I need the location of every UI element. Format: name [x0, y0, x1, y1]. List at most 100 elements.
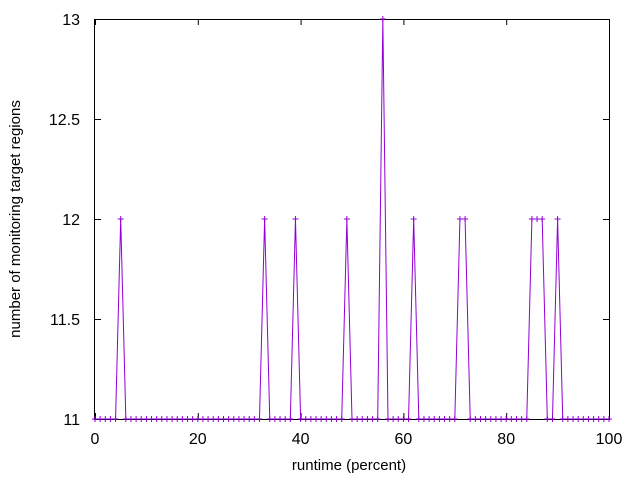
- data-point-marker: [127, 416, 134, 422]
- data-point-marker: [549, 416, 556, 422]
- data-point-marker: [554, 216, 561, 222]
- data-point-marker: [210, 416, 217, 422]
- data-point-marker: [369, 416, 376, 422]
- y-tick-label: 13: [62, 12, 80, 29]
- data-point-marker: [570, 416, 577, 422]
- data-point-marker: [523, 416, 530, 422]
- data-point-marker: [194, 416, 201, 422]
- data-point-marker: [97, 416, 104, 422]
- x-tick-label: 60: [395, 431, 413, 448]
- data-point-marker: [297, 416, 304, 422]
- data-point-marker: [338, 416, 345, 422]
- x-tick-label: 40: [292, 431, 310, 448]
- data-point-marker: [138, 416, 145, 422]
- data-point-marker: [143, 416, 150, 422]
- data-point-marker: [333, 416, 340, 422]
- data-point-marker: [354, 416, 361, 422]
- data-point-marker: [384, 416, 391, 422]
- data-point-marker: [518, 416, 525, 422]
- data-point-marker: [436, 416, 443, 422]
- data-point-marker: [564, 416, 571, 422]
- data-point-marker: [410, 216, 417, 222]
- data-point-marker: [133, 416, 140, 422]
- data-point-marker: [395, 416, 402, 422]
- data-point-marker: [153, 416, 160, 422]
- data-point-marker: [117, 216, 124, 222]
- data-point-marker: [318, 416, 325, 422]
- data-point-marker: [205, 416, 212, 422]
- data-point-marker: [220, 416, 227, 422]
- x-tick-label: 0: [91, 431, 100, 448]
- data-point-marker: [415, 416, 422, 422]
- data-point-marker: [374, 416, 381, 422]
- data-point-marker: [600, 416, 607, 422]
- data-point-marker: [606, 416, 612, 422]
- y-tick-label: 11.5: [50, 312, 80, 329]
- data-point-marker: [102, 416, 109, 422]
- data-point-marker: [169, 416, 176, 422]
- y-tick-label: 11: [63, 412, 80, 429]
- data-point-marker: [359, 416, 366, 422]
- y-tick-label: 12: [62, 212, 80, 229]
- data-point-marker: [451, 416, 458, 422]
- data-point-marker: [390, 416, 397, 422]
- data-point-marker: [158, 416, 165, 422]
- data-point-marker: [508, 416, 515, 422]
- data-point-marker: [107, 416, 114, 422]
- data-point-marker: [277, 416, 284, 422]
- data-point-marker: [179, 416, 186, 422]
- data-point-marker: [323, 416, 330, 422]
- data-point-marker: [313, 416, 320, 422]
- x-axis-ticks: 0 20 40 60 80 100: [91, 19, 622, 448]
- data-point-marker: [405, 416, 412, 422]
- series-layer: [92, 16, 612, 422]
- data-point-marker: [462, 216, 469, 222]
- data-point-marker: [189, 416, 196, 422]
- data-point-marker: [174, 416, 181, 422]
- data-point-marker: [235, 416, 242, 422]
- data-point-marker: [246, 416, 253, 422]
- data-point-marker: [148, 416, 155, 422]
- data-point-marker: [503, 416, 510, 422]
- data-point-marker: [112, 416, 119, 422]
- data-point-marker: [539, 216, 546, 222]
- y-axis-label: number of monitoring target regions: [7, 100, 24, 338]
- data-point-marker: [575, 416, 582, 422]
- data-point-marker: [456, 216, 463, 222]
- data-point-marker: [184, 416, 191, 422]
- data-point-marker: [199, 416, 206, 422]
- data-point-marker: [441, 416, 448, 422]
- data-point-marker: [431, 416, 438, 422]
- data-point-marker: [595, 416, 602, 422]
- data-point-marker: [261, 216, 268, 222]
- data-point-marker: [544, 416, 551, 422]
- data-point-marker: [580, 416, 587, 422]
- data-point-marker: [364, 416, 371, 422]
- data-point-marker: [292, 216, 299, 222]
- data-point-marker: [477, 416, 484, 422]
- data-point-marker: [498, 416, 505, 422]
- data-point-marker: [585, 416, 592, 422]
- data-point-marker: [472, 416, 479, 422]
- data-point-marker: [349, 416, 355, 422]
- data-point-marker: [287, 416, 294, 422]
- data-point-marker: [230, 416, 237, 422]
- data-point-marker: [225, 416, 232, 422]
- data-point-marker: [282, 416, 289, 422]
- data-point-marker: [92, 416, 98, 422]
- data-point-marker: [487, 416, 494, 422]
- x-tick-label: 20: [189, 431, 207, 448]
- data-point-marker: [482, 416, 489, 422]
- data-point-marker: [163, 416, 170, 422]
- x-tick-label: 80: [497, 431, 515, 448]
- data-point-marker: [590, 416, 597, 422]
- data-point-marker: [271, 416, 278, 422]
- data-point-marker: [307, 416, 314, 422]
- data-point-marker: [256, 416, 263, 422]
- data-point-marker: [343, 216, 350, 222]
- y-tick-label: 12.5: [49, 112, 80, 129]
- y-axis-ticks: 11 11.5 12 12.5 13: [49, 12, 609, 429]
- data-point-marker: [559, 416, 566, 422]
- data-point-marker: [251, 416, 258, 422]
